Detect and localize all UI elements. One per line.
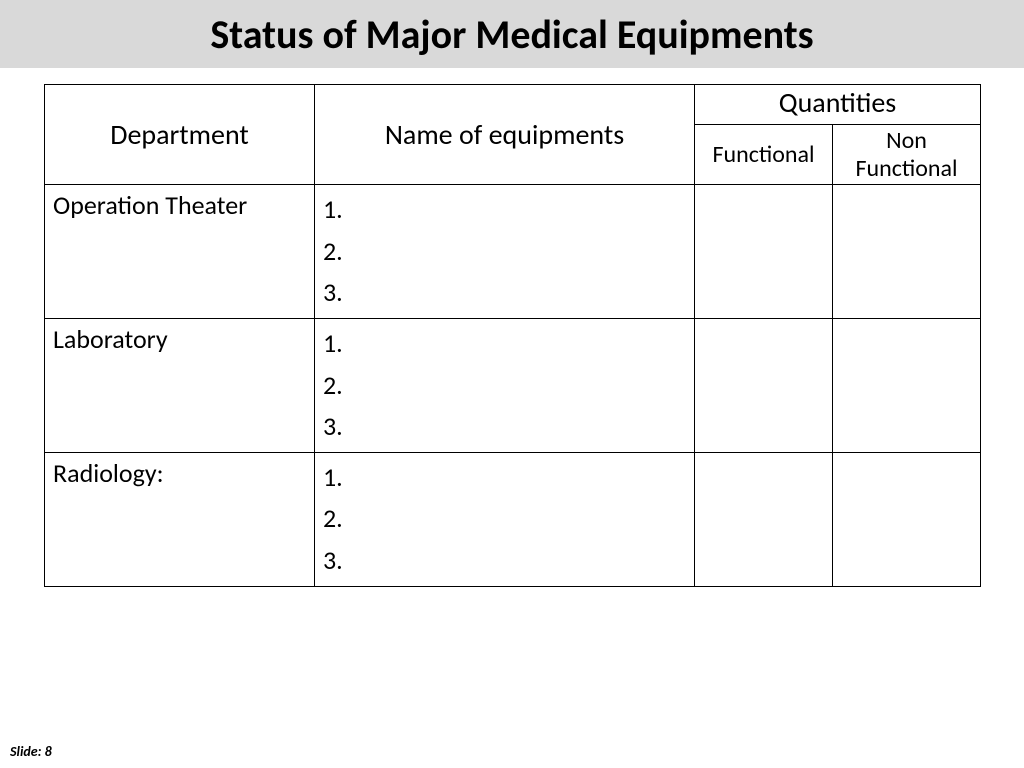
cell-department: Laboratory: [45, 318, 315, 452]
equip-line: 1.: [323, 457, 686, 499]
cell-functional: [695, 185, 833, 319]
equipment-table: Department Name of equipments Quantities…: [44, 84, 981, 587]
cell-department: Radiology:: [45, 452, 315, 586]
equip-line: 1.: [323, 189, 686, 231]
equip-line: 2.: [323, 365, 686, 407]
header-quantities: Quantities: [695, 85, 981, 125]
equip-line: 3.: [323, 272, 686, 314]
header-department: Department: [45, 85, 315, 185]
table-row: Operation Theater 1. 2. 3.: [45, 185, 981, 319]
cell-equipments: 1. 2. 3.: [315, 452, 695, 586]
cell-non-functional: [833, 185, 981, 319]
table-container: Department Name of equipments Quantities…: [0, 68, 1024, 587]
cell-functional: [695, 318, 833, 452]
cell-non-functional: [833, 452, 981, 586]
equip-line: 2.: [323, 231, 686, 273]
cell-non-functional: [833, 318, 981, 452]
header-equipments: Name of equipments: [315, 85, 695, 185]
equip-line: 2.: [323, 498, 686, 540]
header-functional: Functional: [695, 125, 833, 185]
page-title: Status of Major Medical Equipments: [210, 10, 813, 59]
table-row: Laboratory 1. 2. 3.: [45, 318, 981, 452]
equip-line: 3.: [323, 540, 686, 582]
title-bar: Status of Major Medical Equipments: [0, 0, 1024, 68]
equip-line: 3.: [323, 406, 686, 448]
cell-functional: [695, 452, 833, 586]
header-non-functional: Non Functional: [833, 125, 981, 185]
cell-department: Operation Theater: [45, 185, 315, 319]
cell-equipments: 1. 2. 3.: [315, 318, 695, 452]
slide-number: Slide: 8: [10, 743, 52, 760]
equip-line: 1.: [323, 323, 686, 365]
table-header-row-1: Department Name of equipments Quantities: [45, 85, 981, 125]
table-row: Radiology: 1. 2. 3.: [45, 452, 981, 586]
cell-equipments: 1. 2. 3.: [315, 185, 695, 319]
